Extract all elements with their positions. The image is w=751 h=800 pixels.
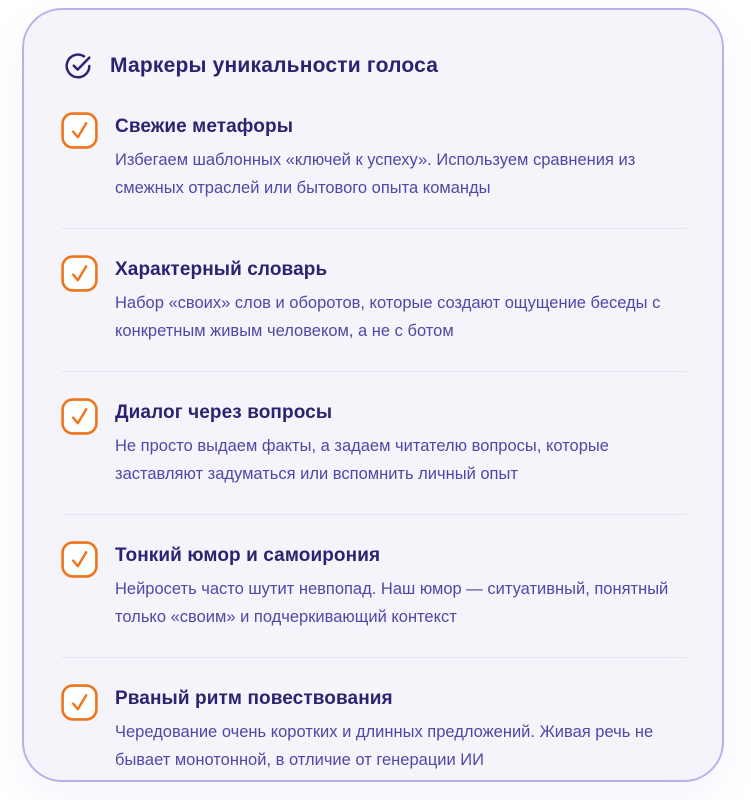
list-item: Характерный словарь Набор «своих» слов и…: [61, 228, 686, 371]
item-description: Нейросеть часто шутит невпопад. Наш юмор…: [115, 580, 669, 626]
checkbox-checked-icon: [61, 541, 98, 578]
checkbox-checked-icon: [61, 684, 98, 721]
checkbox-checked-icon: [61, 112, 98, 149]
item-body: Свежие метафоры Избегаем шаблонных «ключ…: [115, 112, 686, 202]
item-body: Тонкий юмор и самоирония Нейросеть часто…: [115, 541, 686, 631]
list-item: Диалог через вопросы Не просто выдаем фа…: [61, 371, 686, 514]
item-description: Не просто выдаем факты, а задаем читател…: [115, 437, 609, 483]
item-description: Чередование очень коротких и длинных пре…: [115, 723, 654, 769]
item-title: Свежие метафоры: [115, 116, 294, 137]
item-description: Избегаем шаблонных «ключей к успеху». Ис…: [115, 151, 636, 197]
card-header: Маркеры уникальности голоса: [61, 52, 686, 80]
voice-markers-card: Маркеры уникальности голоса Свежие метаф…: [22, 8, 724, 782]
list-item: Свежие метафоры Избегаем шаблонных «ключ…: [61, 112, 686, 228]
item-description: Набор «своих» слов и оборотов, которые с…: [115, 294, 661, 340]
checkbox-checked-icon: [61, 255, 98, 292]
item-body: Рваный ритм повествования Чередование оч…: [115, 684, 686, 774]
item-title: Тонкий юмор и самоирония: [115, 545, 381, 566]
item-title: Характерный словарь: [115, 259, 328, 280]
marker-list: Свежие метафоры Избегаем шаблонных «ключ…: [61, 112, 686, 800]
item-title: Диалог через вопросы: [115, 402, 333, 423]
item-title: Рваный ритм повествования: [115, 688, 393, 709]
card-title: Маркеры уникальности голоса: [110, 54, 439, 77]
checkbox-checked-icon: [61, 398, 98, 435]
list-item: Рваный ритм повествования Чередование оч…: [61, 657, 686, 800]
check-circle-icon: [64, 52, 92, 80]
list-item: Тонкий юмор и самоирония Нейросеть часто…: [61, 514, 686, 657]
item-body: Диалог через вопросы Не просто выдаем фа…: [115, 398, 686, 488]
item-body: Характерный словарь Набор «своих» слов и…: [115, 255, 686, 345]
